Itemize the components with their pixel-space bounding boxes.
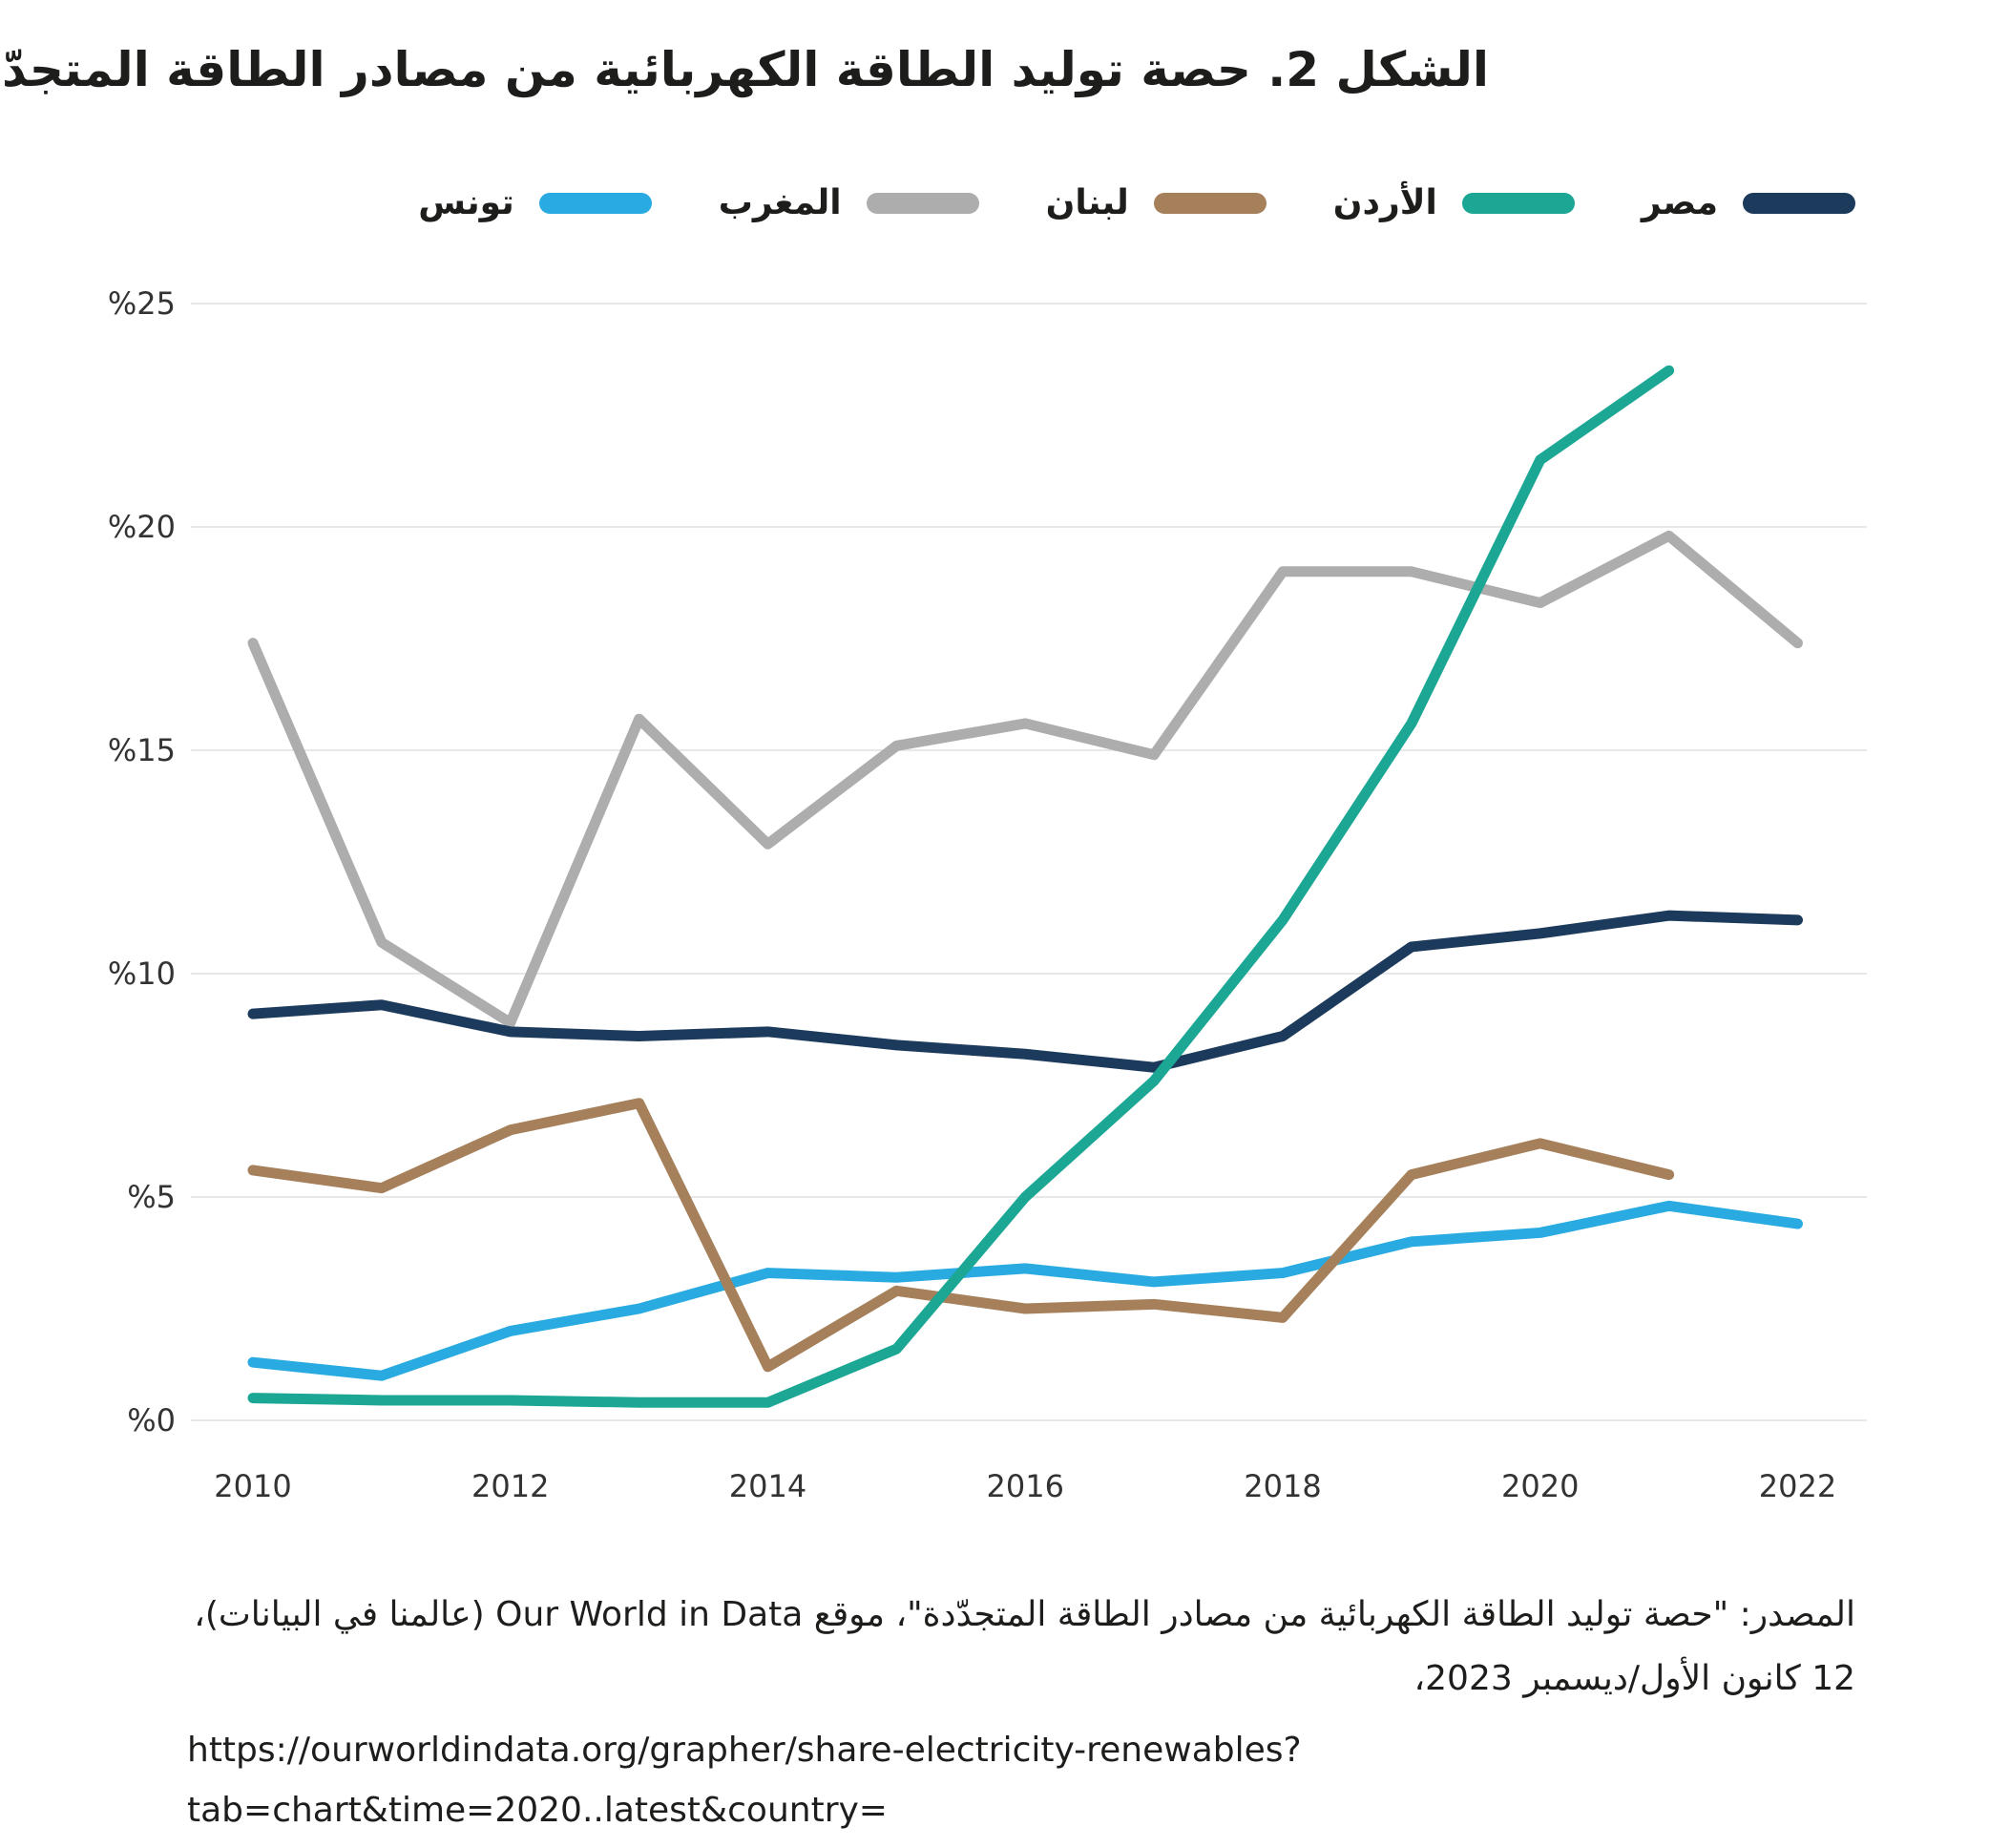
legend-label-jordan: الأردن <box>1332 183 1437 222</box>
x-tick-label: 2016 <box>986 1468 1064 1504</box>
source-line-1: المصدر: "حصة توليد الطاقة الكهربائية من … <box>194 1595 1855 1634</box>
legend-swatch-tunisia <box>538 192 652 214</box>
x-tick-label: 2012 <box>471 1468 550 1504</box>
series-line-jordan <box>247 365 1675 1408</box>
legend-label-tunisia: تونس <box>418 183 514 222</box>
y-axis: %0 %5 %10 %15 %20 %25 <box>0 0 176 1848</box>
legend-label-egypt: مصر <box>1641 183 1718 222</box>
source-url: https://ourworldindata.org/grapher/share… <box>187 1720 1989 1848</box>
legend-swatch-lebanon <box>1153 192 1267 214</box>
x-tick-label: 2014 <box>728 1468 807 1504</box>
series-line-lebanon <box>247 1098 1675 1373</box>
series-line-morocco <box>247 530 1803 1028</box>
y-tick-label: %0 <box>127 1402 176 1438</box>
series-line-tunisia <box>247 1200 1803 1381</box>
legend-label-lebanon: لبنان <box>1045 183 1129 222</box>
y-tick-label: %5 <box>127 1179 176 1215</box>
source-note: المصدر: "حصة توليد الطاقة الكهربائية من … <box>128 1583 1855 1711</box>
legend-item-tunisia: تونس <box>418 183 652 222</box>
y-tick-label: %25 <box>107 285 176 322</box>
legend-label-morocco: المغرب <box>718 183 842 222</box>
x-tick-label: 2010 <box>214 1468 292 1504</box>
series-line-egypt <box>247 910 1803 1073</box>
source-url-line-2: TUN-MAR-JOR-LBN-EGY <box>187 1840 1989 1848</box>
legend-swatch-egypt <box>1743 192 1855 214</box>
source-url-line-1: https://ourworldindata.org/grapher/share… <box>187 1731 1302 1830</box>
legend-item-morocco: المغرب <box>719 183 979 222</box>
source-line-2: 12 كانون الأول/ديسمبر 2023، <box>1413 1659 1855 1698</box>
legend-item-jordan: الأردن <box>1333 183 1575 222</box>
legend-item-lebanon: لبنان <box>1046 183 1267 222</box>
legend-item-egypt: مصر <box>1642 183 1855 222</box>
legend-swatch-jordan <box>1461 192 1575 214</box>
legend-swatch-morocco <box>866 192 979 214</box>
x-tick-label: 2018 <box>1244 1468 1322 1504</box>
x-tick-label: 2022 <box>1758 1468 1837 1504</box>
y-tick-label: %10 <box>107 956 176 992</box>
y-tick-label: %20 <box>107 509 176 545</box>
figure-title: الشكل 2. حصة توليد الطاقة الكهربائية من … <box>0 42 1489 97</box>
x-axis: 2010 2012 2014 2016 2018 2020 2022 <box>0 1468 1989 1516</box>
x-tick-label: 2020 <box>1501 1468 1580 1504</box>
y-tick-label: %15 <box>107 732 176 768</box>
chart-legend: مصر الأردن لبنان المغرب تونس <box>418 183 1855 222</box>
